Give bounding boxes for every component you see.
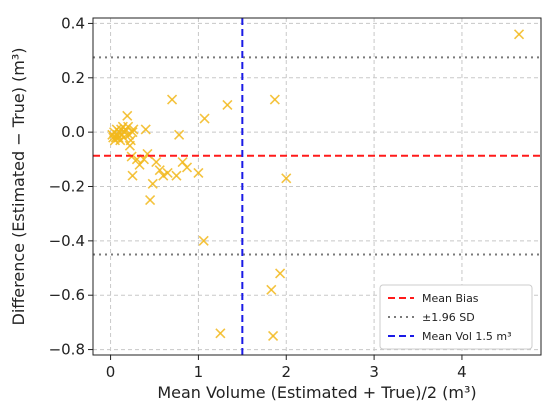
data-point xyxy=(142,148,153,159)
data-point xyxy=(193,167,204,178)
data-point xyxy=(174,129,185,140)
data-point xyxy=(127,127,138,138)
x-tick-label: 1 xyxy=(194,363,204,381)
y-axis-title: Difference (Estimated − True) (m³) xyxy=(9,47,28,325)
data-point xyxy=(125,135,136,146)
data-point xyxy=(281,173,292,184)
y-tick-label: 0.0 xyxy=(61,123,85,141)
y-tick-label: −0.4 xyxy=(49,232,85,250)
x-tick-label: 3 xyxy=(369,363,379,381)
data-point xyxy=(162,167,173,178)
reference-lines xyxy=(93,18,541,355)
data-point xyxy=(266,284,277,295)
legend-label: ±1.96 SD xyxy=(422,311,475,324)
data-point xyxy=(145,195,156,206)
y-tick-label: −0.6 xyxy=(49,286,85,304)
x-tick-label: 2 xyxy=(281,363,291,381)
data-point xyxy=(127,170,138,181)
data-point xyxy=(513,29,525,40)
data-point xyxy=(222,99,233,111)
data-point xyxy=(151,156,162,168)
y-tick-label: 0.2 xyxy=(61,69,85,87)
legend-entry: Mean Bias xyxy=(388,292,479,305)
y-tick-label: 0.4 xyxy=(61,14,85,32)
data-point xyxy=(171,170,182,181)
data-point xyxy=(275,268,286,279)
x-tick-label: 4 xyxy=(457,363,467,381)
data-point xyxy=(268,330,279,342)
y-tick-label: −0.2 xyxy=(49,178,85,196)
data-point xyxy=(147,178,158,189)
data-point xyxy=(269,94,280,105)
x-tick-label: 0 xyxy=(106,363,116,381)
data-point xyxy=(154,165,165,176)
axis-ticks: 0 1 2 3 4 −0.8 −0.6 −0.4 −0.2 0.0 0.2 0.4 xyxy=(49,14,467,381)
data-point xyxy=(166,94,178,105)
legend-box xyxy=(379,284,533,350)
data-point xyxy=(140,124,151,135)
legend: Mean Bias ±1.96 SD Mean Vol 1.5 m³ xyxy=(379,284,533,350)
data-point xyxy=(215,328,226,339)
scatter-points xyxy=(107,29,525,342)
legend-entry: ±1.96 SD xyxy=(388,311,475,324)
x-axis-title: Mean Volume (Estimated + True)/2 (m³) xyxy=(157,383,476,402)
data-point xyxy=(198,235,209,246)
y-tick-label: −0.8 xyxy=(49,341,85,359)
data-point xyxy=(122,110,133,121)
data-point xyxy=(181,162,193,173)
legend-label: Mean Bias xyxy=(422,292,479,305)
data-point xyxy=(128,124,139,135)
legend-entry: Mean Vol 1.5 m³ xyxy=(388,330,512,343)
legend-label: Mean Vol 1.5 m³ xyxy=(422,330,512,343)
data-point xyxy=(199,113,210,124)
